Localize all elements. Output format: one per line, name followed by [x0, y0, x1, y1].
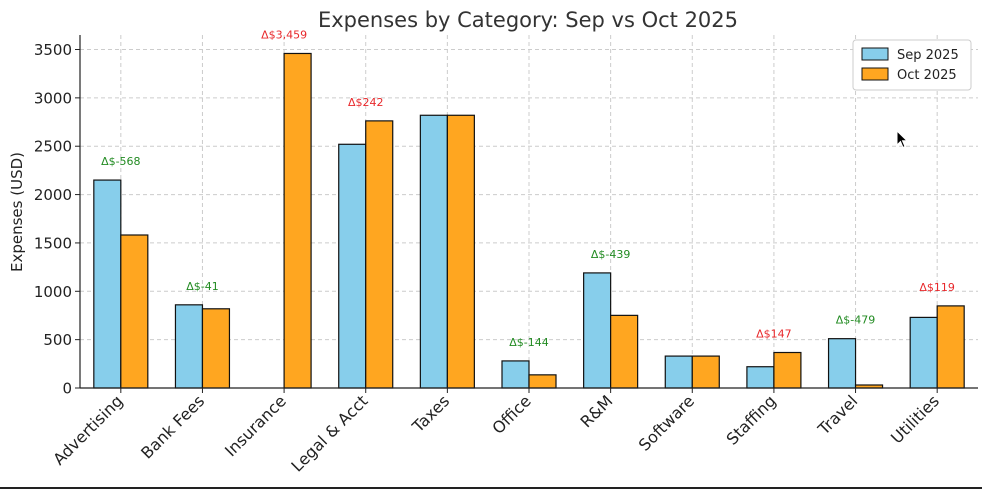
y-tick-label: 0 — [62, 380, 72, 398]
x-tick-label: Legal & Acct — [287, 391, 371, 475]
delta-label: Δ$-41 — [186, 280, 219, 293]
x-tick-label: Software — [635, 391, 698, 454]
x-tick-label: R&M — [577, 391, 617, 431]
bar-sep-software — [664, 355, 693, 389]
legend-swatch — [861, 47, 889, 61]
legend: Sep 2025 Oct 2025 — [852, 39, 972, 91]
y-tick-label: 2000 — [34, 186, 72, 204]
bar-sep-legal-acct — [338, 143, 367, 389]
bar-oct-advertising — [120, 234, 149, 389]
bar-oct-r-m — [610, 314, 639, 389]
bar-sep-advertising — [93, 179, 122, 389]
bottom-divider — [0, 487, 982, 489]
x-tick-label: Utilities — [887, 391, 943, 447]
bar-oct-utilities — [936, 305, 965, 389]
bar-sep-taxes — [419, 114, 448, 389]
delta-annotations: Δ$-568 Δ$-41 Δ$3,459 Δ$242 Δ$-144 Δ$-439 Δ$147… — [101, 28, 955, 348]
delta-label: Δ$-568 — [101, 155, 141, 168]
bar-oct-software — [691, 355, 720, 389]
x-tick-label: Travel — [814, 391, 862, 439]
y-axis-label: Expenses (USD) — [8, 152, 26, 272]
legend-label: Sep 2025 — [897, 48, 959, 63]
y-tick-label: 3500 — [34, 41, 72, 59]
bar-sep-utilities — [909, 316, 938, 389]
x-tick-label: Insurance — [221, 391, 290, 460]
x-tick-label: Advertising — [49, 391, 126, 468]
bar-sep-staffing — [746, 366, 775, 389]
x-tick-label: Taxes — [408, 391, 453, 436]
y-tick-label: 1500 — [34, 234, 72, 252]
x-tick-label: Office — [488, 391, 534, 437]
delta-label: Δ$147 — [756, 328, 792, 341]
mouse-cursor-icon — [896, 130, 909, 149]
bar-oct-insurance — [283, 52, 312, 389]
x-tick-label: Staffing — [722, 391, 779, 448]
y-tick-label: 500 — [43, 331, 72, 349]
bars-group — [93, 52, 965, 389]
bar-sep-travel — [827, 338, 857, 389]
x-tick-label: Bank Fees — [137, 391, 208, 462]
bar-oct-office — [528, 374, 557, 389]
delta-label: Δ$-439 — [591, 248, 631, 261]
bar-oct-taxes — [446, 114, 475, 389]
bar-sep-bank-fees — [174, 304, 204, 389]
delta-label: Δ$119 — [919, 281, 955, 294]
y-tick-label: 2500 — [34, 138, 72, 156]
bar-oct-bank-fees — [201, 308, 231, 389]
bar-sep-office — [501, 360, 530, 389]
axes: 0 500 1000 1500 2000 2500 3000 3500 Advertising B… — [34, 35, 978, 476]
bar-oct-staffing — [773, 351, 802, 389]
legend-swatch — [861, 67, 889, 81]
legend-label: Oct 2025 — [897, 68, 957, 83]
delta-label: Δ$-144 — [509, 336, 549, 349]
y-tick-label: 1000 — [34, 283, 72, 301]
delta-label: Δ$242 — [348, 96, 384, 109]
bar-sep-r-m — [583, 272, 612, 389]
chart-title: Expenses by Category: Sep vs Oct 2025 — [318, 8, 738, 32]
bar-oct-legal-acct — [365, 120, 394, 389]
delta-label: Δ$3,459 — [261, 28, 307, 41]
delta-label: Δ$-479 — [836, 314, 876, 327]
y-tick-label: 3000 — [34, 89, 72, 107]
